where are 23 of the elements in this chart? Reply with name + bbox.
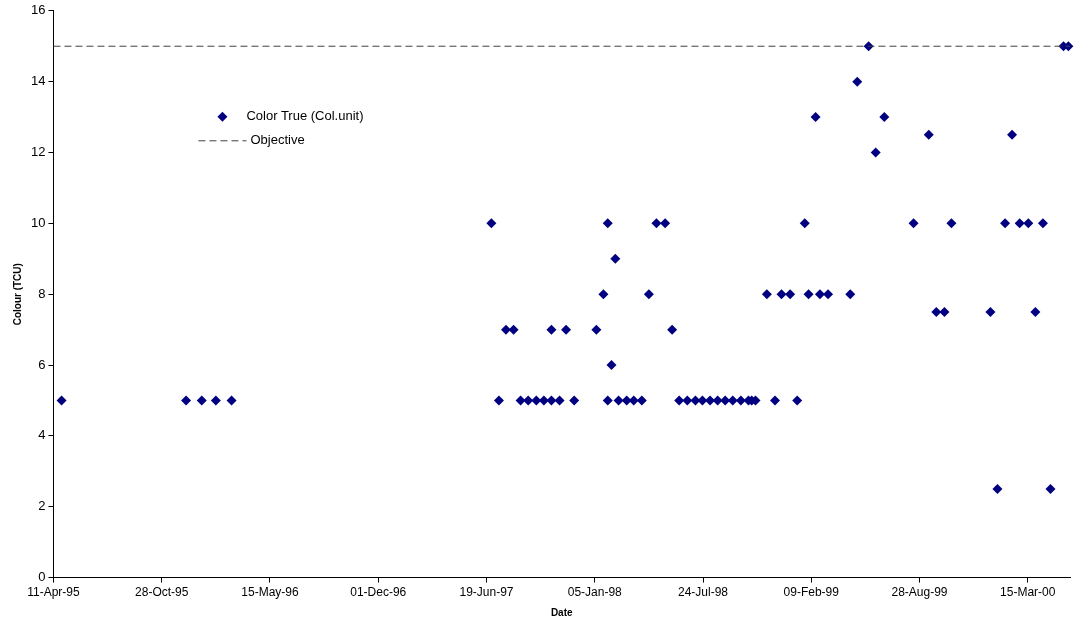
y-tick-label: 14 <box>30 73 46 89</box>
y-tick-label: 12 <box>30 144 46 160</box>
x-tick-label: 05-Jan-98 <box>567 585 623 600</box>
x-axis-title: Date <box>550 606 573 618</box>
x-tick-label: 24-Jul-98 <box>677 585 729 600</box>
y-tick-label: 4 <box>38 427 46 443</box>
y-tick-label: 8 <box>38 285 46 301</box>
x-tick-label: 01-Dec-96 <box>350 585 407 600</box>
x-tick-label: 28-Oct-95 <box>135 585 189 600</box>
x-tick-label: 11-Apr-95 <box>27 585 81 600</box>
y-tick-label: 10 <box>30 214 46 230</box>
legend-label: Objective <box>250 132 305 148</box>
y-tick-label: 2 <box>38 498 46 514</box>
y-tick-label: 6 <box>38 356 46 372</box>
y-tick-label: 16 <box>30 2 46 18</box>
x-tick-label: 19-Jun-97 <box>459 585 514 600</box>
x-tick-label: 28-Aug-99 <box>891 585 948 600</box>
legend-label: Color True (Col.unit) <box>246 108 364 124</box>
x-tick-label: 15-Mar-00 <box>1000 585 1056 600</box>
x-tick-label: 09-Feb-99 <box>783 585 840 600</box>
y-axis-title: Colour (TCU) <box>11 263 23 326</box>
x-tick-label: 15-May-96 <box>241 585 299 600</box>
y-tick-label: 0 <box>38 569 46 585</box>
